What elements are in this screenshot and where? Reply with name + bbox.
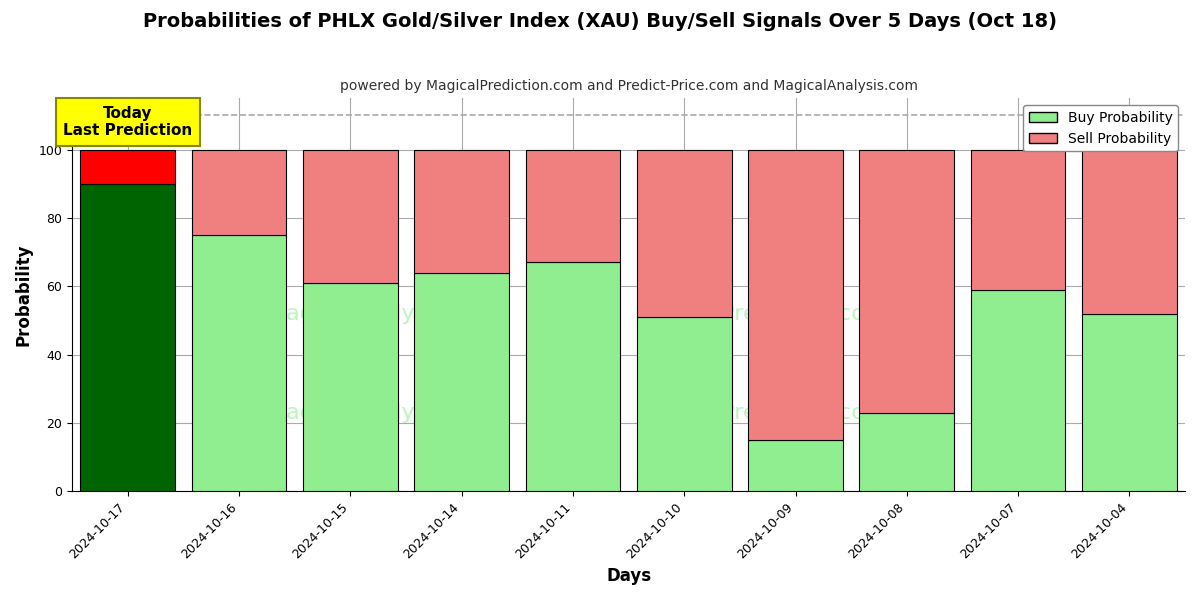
Bar: [637, 149, 732, 317]
Bar: [414, 272, 509, 491]
Legend: Buy Probability, Sell Probability: Buy Probability, Sell Probability: [1024, 105, 1178, 151]
Bar: [192, 235, 287, 491]
Text: MagicalAnalysis.com: MagicalAnalysis.com: [268, 304, 499, 325]
X-axis label: Days: Days: [606, 567, 652, 585]
Text: MagicalPrediction.com: MagicalPrediction.com: [637, 304, 887, 325]
Bar: [304, 149, 397, 283]
Bar: [414, 149, 509, 272]
Bar: [859, 149, 954, 413]
Bar: [749, 149, 842, 440]
Bar: [1082, 149, 1177, 314]
Y-axis label: Probability: Probability: [16, 244, 34, 346]
Bar: [859, 413, 954, 491]
Bar: [749, 440, 842, 491]
Text: MagicalPrediction.com: MagicalPrediction.com: [637, 403, 887, 422]
Text: MagicalAnalysis.com: MagicalAnalysis.com: [268, 403, 499, 422]
Bar: [971, 290, 1066, 491]
Text: Today
Last Prediction: Today Last Prediction: [64, 106, 192, 139]
Bar: [304, 283, 397, 491]
Bar: [80, 184, 175, 491]
Bar: [526, 149, 620, 262]
Bar: [526, 262, 620, 491]
Bar: [192, 149, 287, 235]
Bar: [1082, 314, 1177, 491]
Title: powered by MagicalPrediction.com and Predict-Price.com and MagicalAnalysis.com: powered by MagicalPrediction.com and Pre…: [340, 79, 918, 93]
Bar: [80, 149, 175, 184]
Text: Probabilities of PHLX Gold/Silver Index (XAU) Buy/Sell Signals Over 5 Days (Oct : Probabilities of PHLX Gold/Silver Index …: [143, 12, 1057, 31]
Bar: [971, 149, 1066, 290]
Bar: [637, 317, 732, 491]
